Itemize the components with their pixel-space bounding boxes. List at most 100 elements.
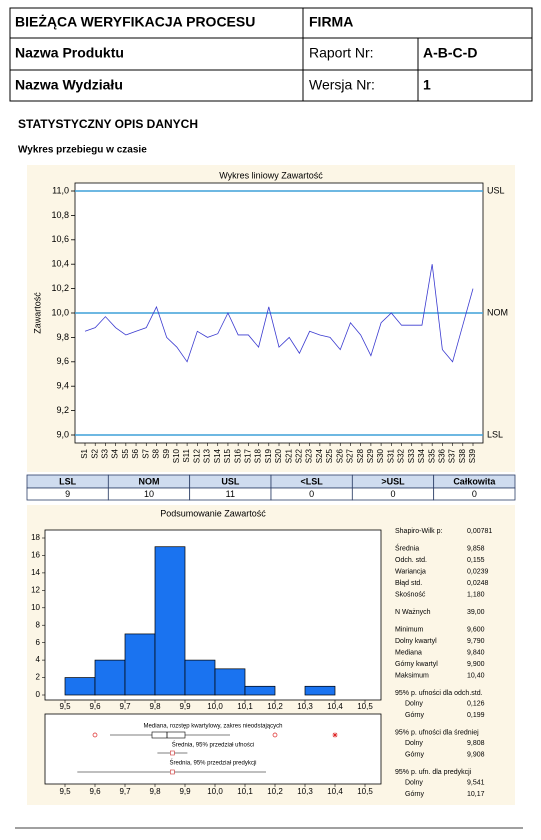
reference-label: NOM	[487, 307, 508, 317]
y-tick-label: 6	[36, 638, 41, 647]
stats-value: 9,790	[467, 638, 485, 645]
header-label: Nazwa Produktu	[15, 45, 124, 61]
stats-label: Górny	[405, 751, 425, 758]
table-value: 0	[390, 489, 395, 499]
x-tick-label: S26	[335, 448, 344, 463]
y-tick-label: 10	[31, 603, 40, 612]
y-tick-label: 18	[31, 533, 40, 542]
x-tick-label: S12	[192, 448, 201, 463]
header-table	[9, 7, 533, 102]
table-cell	[433, 487, 516, 501]
x-tick-label: 10,1	[237, 787, 253, 796]
x-tick-label: S32	[397, 448, 406, 463]
header-label: Nazwa Wydziału	[15, 77, 123, 93]
stats-label: Błąd std.	[395, 580, 422, 587]
y-tick-label: 4	[36, 655, 41, 664]
x-tick-label: S19	[264, 448, 273, 463]
histogram-title: Podsumowanie Zawartość	[160, 508, 266, 518]
x-tick-label: S20	[274, 448, 283, 463]
histogram-bar	[244, 685, 276, 696]
table-header: >USL	[381, 476, 405, 486]
x-tick-label: S3	[101, 448, 110, 458]
header-value: 1	[423, 77, 431, 93]
stats-value: 0,0239	[467, 568, 489, 575]
stats-label: Dolny	[405, 700, 423, 707]
line-title: Wykres liniowy Zawartość	[219, 170, 323, 180]
x-tick-label: 10,2	[267, 787, 283, 796]
x-tick-label: 9,6	[89, 787, 101, 796]
stats-label: Dolny kwartyl	[395, 638, 437, 645]
x-tick-label: S31	[386, 448, 395, 463]
x-tick-label: S21	[284, 448, 293, 463]
stats-label: Średnia	[395, 543, 419, 552]
x-tick-label: 10,0	[207, 787, 223, 796]
y-tick-label: 8	[36, 620, 41, 629]
x-tick-label: S25	[325, 448, 334, 463]
table-value: 11	[226, 489, 235, 499]
header-value: A-B-C-D	[423, 45, 477, 61]
x-tick-label: S2	[90, 448, 99, 458]
y-tick-label: 11,0	[52, 185, 69, 195]
x-tick-label: S5	[121, 448, 130, 458]
box	[151, 731, 186, 739]
stats-value: 1,180	[467, 591, 485, 598]
table-value: 9	[65, 489, 70, 499]
header-title: BIEŻĄCA WERYFIKACJA PROCESU	[15, 14, 255, 30]
y-tick-label: 16	[31, 551, 40, 560]
x-tick-label: 9,8	[149, 787, 161, 796]
x-tick-label: 10,2	[267, 702, 283, 711]
outlier	[92, 732, 98, 738]
x-tick-label: 9,8	[149, 702, 161, 711]
table-header: LSL	[59, 476, 77, 486]
stats-label: Maksimum	[395, 672, 429, 679]
header-company: FIRMA	[309, 14, 353, 30]
x-tick-label: 10,4	[327, 787, 343, 796]
stats-label: Minimum	[395, 626, 424, 633]
x-tick-label: S15	[223, 448, 232, 463]
section-subtitle: Wykres przebiegu w czasie	[18, 145, 147, 156]
stats-value: 0,0248	[467, 580, 489, 587]
x-tick-label: S18	[254, 448, 263, 463]
y-tick-label: 12	[31, 585, 40, 594]
table-header: <LSL	[301, 476, 324, 486]
reference-label: USL	[487, 185, 505, 195]
table-header: NOM	[139, 476, 160, 486]
x-tick-label: S13	[203, 448, 212, 463]
x-tick-label: S6	[131, 448, 140, 458]
x-tick-label: 10,5	[357, 787, 373, 796]
x-tick-label: S7	[141, 448, 150, 458]
x-tick-label: 10,5	[357, 702, 373, 711]
y-tick-label: 9,4	[56, 381, 69, 391]
y-tick-label: 9,0	[56, 429, 69, 439]
x-tick-label: 10,3	[297, 702, 313, 711]
x-tick-label: 10,3	[297, 787, 313, 796]
stats-label: Skośność	[395, 591, 426, 598]
stats-label: N Ważnych	[395, 609, 431, 616]
stats-heading: 95% p. ufności dla odch.std.	[395, 690, 483, 697]
stats-label: Górny	[405, 791, 425, 798]
x-tick-label: 10,1	[237, 702, 253, 711]
histogram-bar	[64, 677, 96, 696]
stats-value: 0,00781	[467, 528, 492, 535]
x-tick-label: S10	[172, 448, 181, 463]
stats-value: 0,126	[467, 700, 485, 707]
x-tick-label: S36	[437, 448, 446, 463]
y-tick-label: 9,2	[56, 405, 69, 415]
x-tick-label: S9	[162, 448, 171, 458]
stats-label: Mediana	[395, 649, 422, 656]
table-value: 10	[144, 489, 154, 499]
table-value: 0	[472, 489, 477, 499]
stats-label: Górny kwartyl	[395, 661, 438, 668]
boxplot-label: Średnia, 95% przedział predykcji	[169, 759, 256, 767]
x-tick-label: S29	[366, 448, 375, 463]
boxplot-label: Mediana, rozstęp kwartylowy, zakres nieo…	[144, 724, 283, 730]
y-tick-label: 10,2	[51, 283, 69, 293]
table-header: USL	[221, 476, 240, 486]
stats-label: Wariancja	[395, 568, 426, 575]
x-tick-label: S1	[80, 448, 89, 458]
mean	[170, 750, 175, 756]
x-tick-label: 9,9	[179, 702, 191, 711]
histogram-bar	[304, 685, 336, 696]
x-tick-label: S27	[346, 448, 355, 463]
